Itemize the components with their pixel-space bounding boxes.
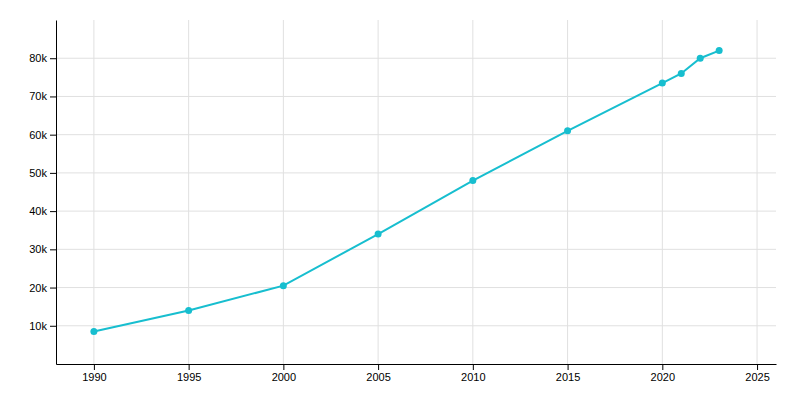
y-grid-line [56,211,776,212]
y-tick: 10k [29,320,56,332]
y-tick: 70k [29,90,56,102]
x-tick-label: 1995 [177,371,201,383]
y-grid-line [56,134,776,135]
point [375,231,382,238]
y-tick-label: 50k [29,167,47,179]
x-tick-label: 2025 [745,371,769,383]
x-grid-line [472,20,473,364]
x-tick: 2010 [461,364,485,383]
y-axis-line [56,21,57,365]
y-tick-mark [50,249,56,250]
y-grid-line [56,325,776,326]
x-tick-label: 2005 [366,371,390,383]
x-tick-mark [378,364,379,370]
x-tick-mark [757,364,758,370]
y-tick-label: 60k [29,129,47,141]
point [90,328,97,335]
point [659,80,666,87]
point [716,47,723,54]
x-axis: 1990 1995 2000 2005 2010 2015 2020 2025 [57,364,777,383]
chart-container: 1990 1995 2000 2005 2010 2015 2020 2025 10k 20k 30… [0,0,800,400]
point [678,70,685,77]
x-grid-line [757,20,758,364]
x-tick: 2000 [272,364,296,383]
x-tick: 2025 [745,364,769,383]
x-grid-line [283,20,284,364]
y-tick-mark [50,288,56,289]
y-tick: 80k [29,52,56,64]
x-tick: 2005 [366,364,390,383]
x-grid-line [662,20,663,364]
x-tick-mark [283,364,284,370]
x-tick-label: 2000 [272,371,296,383]
point [469,177,476,184]
marks [90,47,722,335]
y-grid-line [56,249,776,250]
y-grid-line [56,172,776,173]
y-tick: 30k [29,243,56,255]
y-grid-line [56,58,776,59]
x-grid-line [378,20,379,364]
y-grid-line [56,287,776,288]
x-tick-label: 2015 [556,371,580,383]
y-tick: 40k [29,205,56,217]
chart: 1990 1995 2000 2005 2010 2015 2020 2025 10k 20k 30… [0,0,800,400]
x-tick-mark [94,364,95,370]
line [94,51,719,332]
x-grid-line [567,20,568,364]
point [185,307,192,314]
point [697,55,704,62]
y-tick-mark [50,173,56,174]
y-tick-label: 70k [29,90,47,102]
x-tick-label: 2020 [651,371,675,383]
y-tick-label: 20k [29,282,47,294]
point [280,282,287,289]
x-tick: 2020 [651,364,675,383]
x-axis-line [57,364,777,365]
x-tick-label: 2010 [461,371,485,383]
grid [56,20,776,364]
y-tick-label: 40k [29,205,47,217]
x-tick-mark [473,364,474,370]
y-grid-line [56,96,776,97]
y-tick: 20k [29,282,56,294]
y-tick: 50k [29,167,56,179]
point [564,127,571,134]
y-axis: 10k 20k 30k 40k 50k 60k 70k 80k [29,21,56,365]
x-tick-label: 1990 [82,371,106,383]
x-grid-line [93,20,94,364]
x-tick: 1990 [82,364,106,383]
y-tick-mark [50,211,56,212]
x-tick: 1995 [177,364,201,383]
y-tick-label: 30k [29,243,47,255]
y-tick-mark [50,58,56,59]
y-tick-mark [50,135,56,136]
x-tick-mark [662,364,663,370]
x-tick-mark [189,364,190,370]
y-tick-mark [50,96,56,97]
y-tick-label: 80k [29,52,47,64]
x-tick: 2015 [556,364,580,383]
y-tick-label: 10k [29,320,47,332]
y-tick-mark [50,326,56,327]
y-tick: 60k [29,129,56,141]
x-tick-mark [568,364,569,370]
